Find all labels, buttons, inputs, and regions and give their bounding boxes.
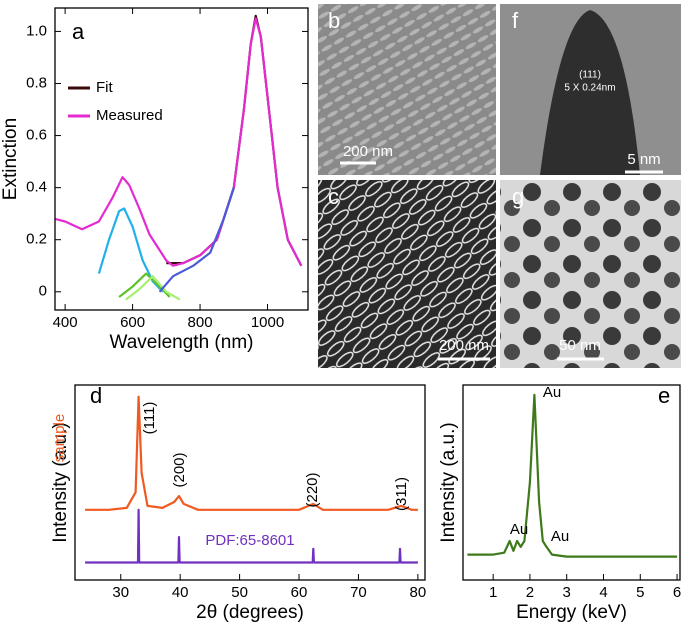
scale-label: 200 nm bbox=[439, 337, 489, 354]
series-label: PDF:65-8601 bbox=[205, 532, 294, 549]
panel-label: a bbox=[72, 19, 85, 44]
lattice-plane: (111) bbox=[579, 70, 601, 81]
x-tick-label: 30 bbox=[112, 584, 129, 601]
x-tick-label: 4 bbox=[599, 584, 607, 601]
image-c: c 200 nm bbox=[318, 180, 496, 368]
x-axis-label: Wavelength (nm) bbox=[110, 332, 254, 353]
x-tick-label: 50 bbox=[231, 584, 248, 601]
y-tick-label: 0.8 bbox=[26, 74, 47, 91]
panel-label: f bbox=[512, 8, 519, 33]
plot-frame bbox=[462, 384, 681, 581]
series-label: sample bbox=[51, 414, 68, 462]
series-line bbox=[467, 393, 678, 558]
panel-label: e bbox=[658, 383, 670, 408]
legend-label: Fit bbox=[96, 79, 113, 96]
x-tick-label: 600 bbox=[120, 314, 145, 331]
peak-label: Au bbox=[543, 384, 561, 401]
legend-label: Measured bbox=[96, 107, 163, 124]
y-tick-label: 0.6 bbox=[26, 127, 47, 144]
scale-label: 50 nm bbox=[559, 337, 601, 354]
peak-label: (220) bbox=[304, 472, 321, 507]
panel-label: g bbox=[512, 184, 524, 209]
y-tick-label: 0 bbox=[39, 283, 47, 300]
y-tick-label: 0.4 bbox=[26, 179, 47, 196]
x-tick-label: 5 bbox=[636, 584, 644, 601]
plot-frame bbox=[54, 7, 309, 311]
image-f: f (111) 5 X 0.24nm 5 nm bbox=[500, 4, 681, 175]
lattice-spacing: 5 X 0.24nm bbox=[564, 83, 615, 94]
x-tick-label: 1000 bbox=[251, 314, 284, 331]
y-tick-label: 1.0 bbox=[26, 22, 47, 39]
x-tick-label: 70 bbox=[350, 584, 367, 601]
x-tick-label: 60 bbox=[291, 584, 308, 601]
scale-label: 200 nm bbox=[343, 143, 393, 160]
y-axis-label: Extinction bbox=[0, 118, 21, 200]
micrograph bbox=[318, 4, 496, 175]
panel-label: d bbox=[90, 383, 102, 408]
micrograph bbox=[500, 180, 681, 368]
x-tick-label: 2 bbox=[526, 584, 534, 601]
peak-label: (200) bbox=[171, 452, 188, 487]
series-line bbox=[166, 14, 303, 267]
chart-2: 1 2 3 4 5 6 e Energy (keV) Intensity (a.u.) Au Au A… bbox=[438, 383, 681, 623]
micrograph bbox=[318, 180, 496, 368]
image-b: b 200 nm bbox=[318, 4, 496, 175]
x-tick-label: 3 bbox=[563, 584, 571, 601]
image-g: g 50 nm bbox=[500, 180, 681, 368]
scale-label: 5 nm bbox=[627, 151, 660, 168]
chart-0: 400 600 800 1000 0 0.2 0.4 0.6 0.8 1.0 a Wavelength… bbox=[0, 7, 309, 353]
x-axis-label: Energy (keV) bbox=[516, 602, 627, 623]
plot-frame bbox=[74, 384, 426, 581]
panel-label: b bbox=[328, 8, 340, 33]
panel-label: c bbox=[328, 184, 339, 209]
x-tick-label: 400 bbox=[53, 314, 78, 331]
series-line bbox=[85, 395, 418, 511]
peak-label: Au bbox=[551, 528, 569, 545]
x-tick-label: 1 bbox=[489, 584, 497, 601]
series-line bbox=[55, 17, 303, 267]
x-tick-label: 800 bbox=[188, 314, 213, 331]
series-line bbox=[158, 187, 235, 293]
peak-label: (111) bbox=[141, 402, 158, 435]
y-axis-label: Intensity (a.u.) bbox=[50, 422, 71, 542]
x-axis-label: 2θ (degrees) bbox=[196, 602, 304, 623]
y-tick-label: 0.2 bbox=[26, 231, 47, 248]
series-line bbox=[118, 272, 171, 298]
x-tick-label: 6 bbox=[673, 584, 681, 601]
series-line bbox=[85, 508, 418, 564]
peak-label: Au bbox=[510, 521, 528, 538]
x-tick-label: 40 bbox=[172, 584, 189, 601]
series-line bbox=[125, 275, 181, 301]
peak-label: (311) bbox=[393, 477, 410, 511]
chart-1: 30 40 50 60 70 80 d 2θ (degrees) Intensity (a.u.… bbox=[50, 383, 426, 623]
x-tick-label: 80 bbox=[410, 584, 427, 601]
particle bbox=[540, 10, 640, 175]
y-axis-label: Intensity (a.u.) bbox=[438, 422, 459, 542]
